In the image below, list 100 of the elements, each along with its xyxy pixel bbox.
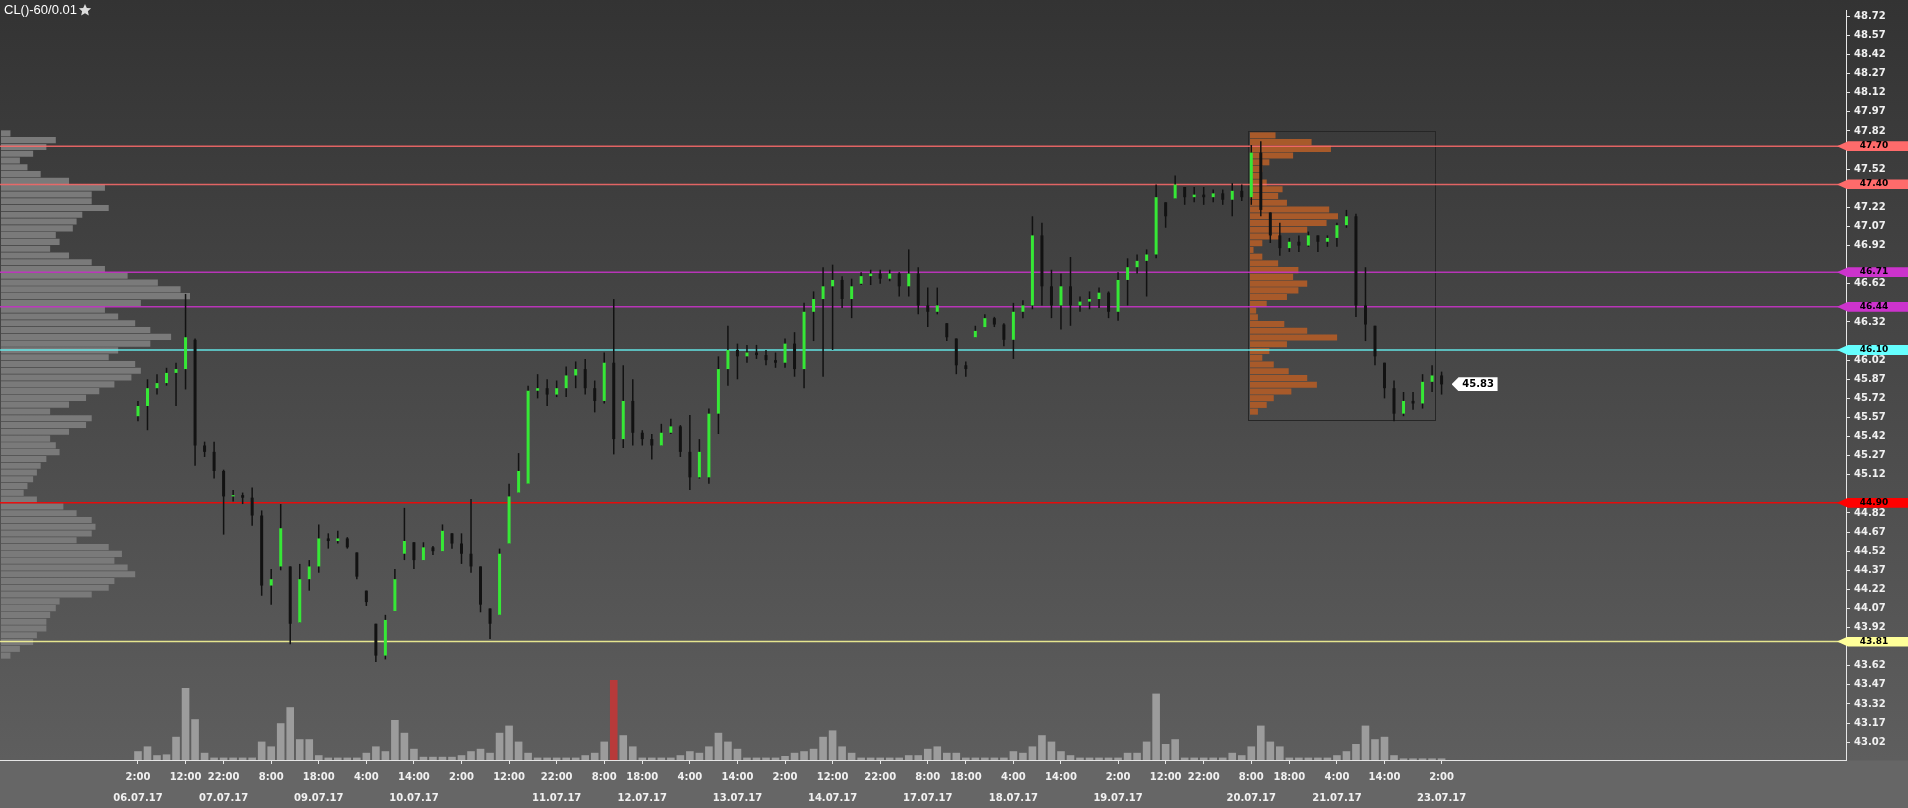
- y-tick-label: 47.07: [1854, 220, 1886, 232]
- y-tick-label: 44.52: [1854, 544, 1886, 556]
- bar: [1009, 751, 1018, 760]
- bar: [391, 720, 399, 760]
- bar: [619, 735, 628, 760]
- candlestick: [1107, 290, 1111, 319]
- y-tick-label: 43.62: [1854, 659, 1886, 671]
- bar: [714, 732, 723, 760]
- candlestick: [1268, 211, 1272, 244]
- candlestick: [1297, 234, 1301, 253]
- x-tick-label: 22:00 11.07.17: [531, 771, 582, 804]
- y-tick-label: 48.57: [1854, 29, 1886, 41]
- bar: [1057, 751, 1065, 760]
- candlestick: [593, 379, 597, 414]
- candlestick: [564, 365, 568, 398]
- bar: [162, 754, 171, 760]
- y-tick-label: 45.27: [1854, 449, 1886, 461]
- bar: [1352, 744, 1360, 760]
- y-tick-label: 45.72: [1854, 391, 1886, 403]
- candlestick: [1430, 364, 1434, 393]
- annotation: 45.83: [1461, 378, 1495, 391]
- bar: [1390, 755, 1398, 760]
- candlestick: [1363, 266, 1367, 342]
- candlestick: [440, 523, 444, 552]
- x-tick-label: 14:00: [1368, 771, 1401, 783]
- y-tick-label: 44.22: [1854, 582, 1886, 594]
- bar: [809, 748, 818, 760]
- x-tick-label: 12:00: [493, 771, 526, 783]
- candlestick: [583, 358, 587, 396]
- x-tick-label: 4:00 21.07.17: [1312, 771, 1362, 804]
- x-tick-label: 18:00 12.07.17: [617, 771, 667, 804]
- bar: [153, 755, 161, 760]
- candlestick: [412, 541, 416, 570]
- bar: [828, 730, 837, 760]
- bar: [172, 736, 180, 760]
- candlestick: [840, 275, 844, 309]
- bar: [705, 746, 713, 760]
- y-tick-label: 47.22: [1854, 200, 1886, 212]
- ref-line-label: 46.44: [1858, 300, 1890, 313]
- bar: [476, 748, 485, 760]
- candlestick: [926, 286, 930, 328]
- bar: [1152, 693, 1160, 760]
- ref-line-label: 44.90: [1858, 496, 1890, 508]
- y-tick-label: 43.32: [1854, 697, 1886, 709]
- candlestick: [1383, 361, 1386, 400]
- bar: [134, 751, 142, 760]
- y-tick-label: 48.12: [1854, 86, 1886, 98]
- candlestick: [774, 351, 778, 369]
- y-tick-label: 43.17: [1854, 716, 1886, 728]
- x-tick-label: 14:00: [1045, 771, 1077, 783]
- bar: [467, 751, 475, 760]
- candlestick: [574, 360, 578, 389]
- bar: [1256, 725, 1265, 760]
- candlestick: [1002, 322, 1006, 347]
- candlestick: [307, 559, 311, 592]
- bar: [838, 746, 846, 760]
- y-tick-label: 44.07: [1854, 602, 1886, 614]
- x-tick-label: 2:00: [772, 771, 798, 783]
- bar: [1361, 725, 1370, 760]
- bar: [1066, 755, 1075, 760]
- candlestick: [935, 286, 939, 316]
- bar: [495, 732, 504, 760]
- x-tick-label: 4:00 18.07.17: [988, 771, 1039, 804]
- bar: [524, 752, 532, 760]
- candlestick: [650, 433, 654, 461]
- x-tick-label: 12:00 14.07.17: [807, 771, 858, 804]
- candlestick: [1440, 370, 1444, 396]
- x-tick-label: 2:00 06.07.17: [113, 771, 163, 804]
- candlestick: [1049, 269, 1053, 319]
- candlestick: [1230, 182, 1234, 218]
- bar: [267, 746, 275, 760]
- bar: [1019, 752, 1027, 760]
- ref-line-label: 47.70: [1858, 140, 1890, 153]
- candlestick: [402, 507, 406, 561]
- bar: [257, 741, 266, 760]
- bar: [609, 680, 618, 760]
- ref-line-label: 46.71: [1858, 266, 1890, 278]
- candlestick: [488, 607, 492, 640]
- bar: [1038, 735, 1046, 760]
- bar: [686, 751, 694, 760]
- y-tick-label: 43.02: [1854, 735, 1886, 747]
- y-tick-label: 44.37: [1854, 563, 1886, 575]
- x-tick-label: 8:00: [591, 771, 617, 783]
- ref-line-label: 47.40: [1858, 178, 1890, 191]
- bar: [381, 751, 390, 760]
- y-tick-label: 44.67: [1854, 525, 1886, 537]
- bar: [781, 756, 789, 760]
- candlestick: [1068, 256, 1072, 327]
- candlestick: [174, 361, 178, 407]
- candlestick: [907, 248, 911, 298]
- candlestick: [269, 568, 273, 606]
- x-tick-label: 2:00: [449, 771, 474, 783]
- candlestick: [136, 400, 140, 423]
- bar: [1342, 751, 1351, 760]
- candlestick: [517, 452, 521, 494]
- y-tick-label: 48.27: [1854, 67, 1886, 79]
- candlestick: [155, 373, 159, 396]
- y-tick-label: 47.52: [1854, 162, 1886, 174]
- y-tick-label: 43.47: [1854, 678, 1886, 690]
- chart-title: CL()-60/0.01: [4, 2, 77, 17]
